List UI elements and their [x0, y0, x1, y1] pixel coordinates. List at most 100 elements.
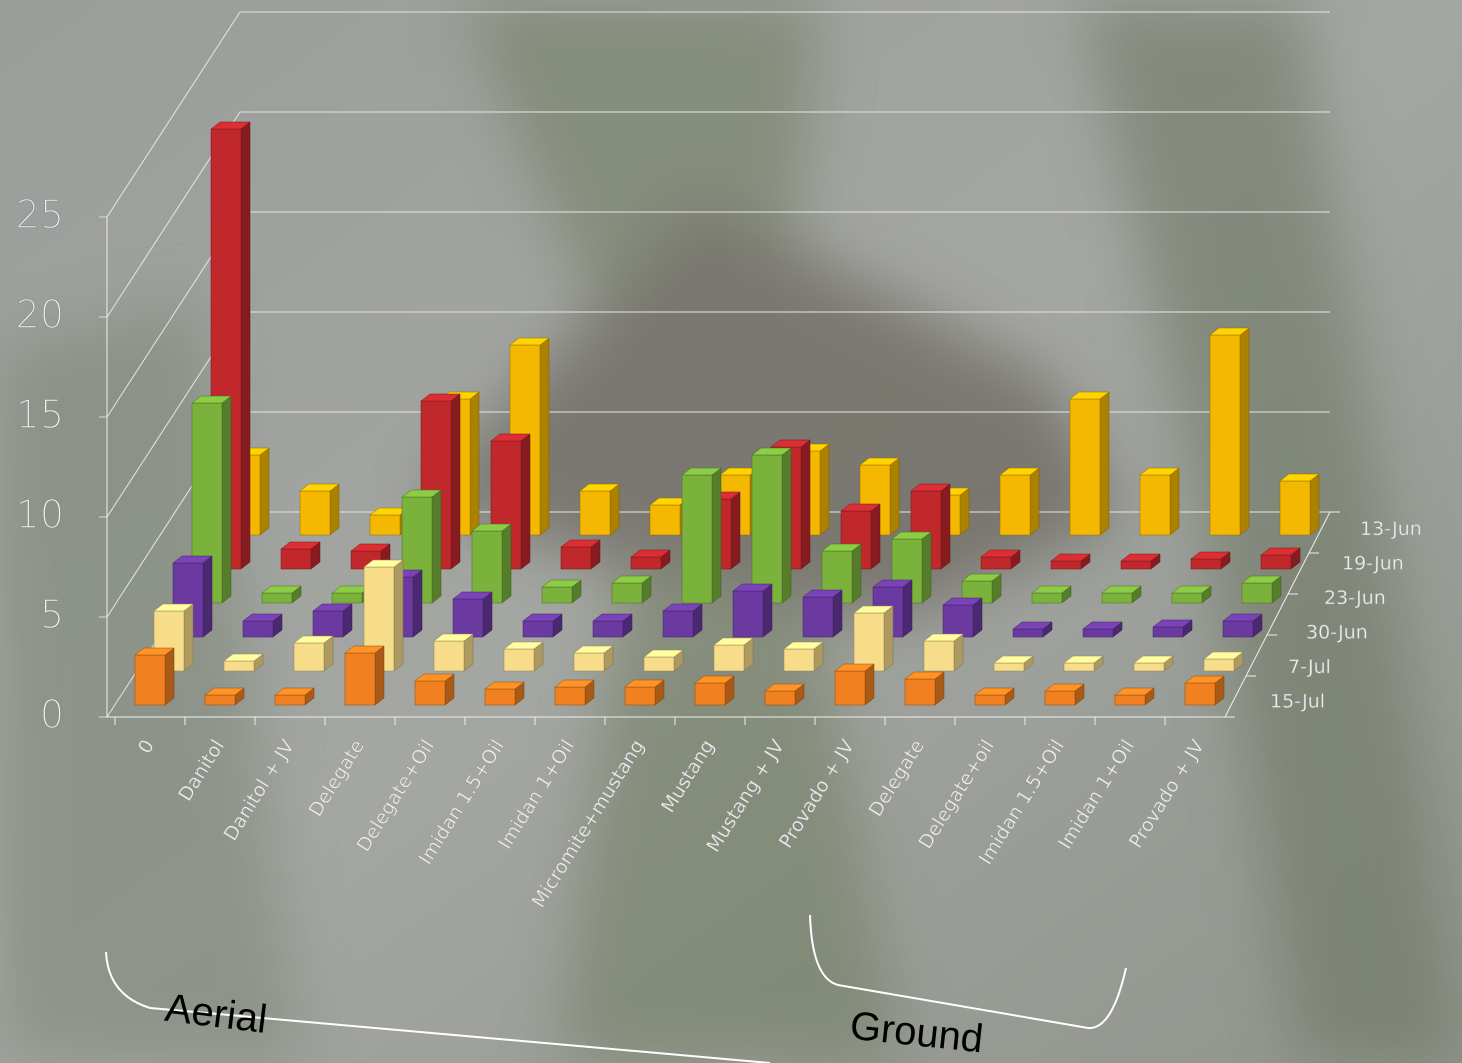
bar-group — [714, 638, 753, 671]
bar — [555, 687, 585, 705]
bar-side — [165, 648, 174, 705]
bar — [300, 491, 330, 535]
bar-side — [451, 394, 460, 569]
bar — [332, 593, 362, 603]
bar — [275, 695, 305, 705]
bar-side — [1170, 468, 1179, 535]
bar-side — [502, 524, 511, 603]
bar-group — [765, 684, 804, 705]
bar — [854, 613, 884, 671]
bar-group — [905, 672, 944, 705]
bar-group — [1032, 586, 1071, 603]
bar-group — [542, 580, 581, 603]
bar-group — [612, 576, 651, 603]
bar-group — [593, 614, 632, 637]
legend-label: 19-Jun — [1342, 553, 1404, 575]
bar-group — [803, 590, 842, 637]
bar-side — [1100, 392, 1109, 535]
bar-group — [1204, 652, 1243, 671]
bar-group — [695, 676, 734, 705]
bar-group — [631, 550, 670, 569]
bar-group — [453, 592, 492, 637]
bar-side — [890, 458, 899, 535]
bar — [695, 683, 725, 705]
bar — [612, 583, 642, 603]
bar — [580, 491, 610, 535]
y-tick-label: 0 — [40, 693, 64, 737]
bar-group — [345, 646, 384, 705]
bar-side — [222, 396, 231, 603]
bar-side — [1310, 474, 1319, 535]
chart: 051015202513-Jun19-Jun23-Jun30-Jun7-Jul1… — [0, 0, 1462, 1063]
y-tick-label: 20 — [16, 293, 64, 337]
bar — [135, 655, 165, 705]
bar — [561, 547, 591, 569]
bar-group — [1191, 552, 1230, 569]
bar-group — [504, 642, 543, 671]
bar-group — [943, 598, 982, 637]
bar-side — [922, 532, 931, 603]
bar-group — [205, 688, 244, 705]
bar — [924, 641, 954, 671]
bar-group — [1115, 688, 1154, 705]
bar — [631, 557, 661, 569]
bar — [1070, 399, 1100, 535]
bar-group — [294, 636, 333, 671]
y-tick-label: 10 — [16, 493, 64, 537]
bar — [485, 689, 515, 705]
bar — [644, 657, 674, 671]
bar — [574, 653, 604, 671]
bar-group — [784, 642, 823, 671]
bar — [1153, 627, 1183, 637]
bar-side — [763, 584, 772, 637]
bar — [1242, 583, 1272, 603]
bar-group — [135, 648, 174, 705]
bar-group — [1064, 656, 1103, 671]
bar-side — [375, 646, 384, 705]
bar — [205, 695, 235, 705]
legend-label: 30-Jun — [1306, 622, 1368, 644]
bar-side — [184, 604, 193, 671]
legend-label: 13-Jun — [1360, 518, 1422, 540]
bar-group — [1121, 554, 1160, 569]
bar-group — [1083, 622, 1122, 637]
bar-group — [1045, 684, 1084, 705]
bar-group — [1223, 614, 1262, 637]
bar — [453, 599, 483, 637]
bar — [281, 549, 311, 569]
bar-side — [203, 556, 212, 637]
bar — [1280, 481, 1310, 535]
bar — [1185, 683, 1215, 705]
bar-group — [313, 604, 352, 637]
bar-group — [580, 484, 619, 535]
bar-group — [1070, 392, 1109, 535]
bar-side — [820, 444, 829, 535]
bar — [294, 643, 324, 671]
y-tick-label: 25 — [16, 193, 64, 237]
bar-group — [281, 542, 320, 569]
bar-group — [224, 654, 263, 671]
bar — [733, 591, 763, 637]
bar-group — [981, 550, 1020, 569]
bar-group — [1280, 474, 1319, 535]
bar-side — [782, 448, 791, 603]
bar — [975, 695, 1005, 705]
bar — [1083, 629, 1113, 637]
bar — [943, 605, 973, 637]
bar-group — [682, 468, 721, 603]
bar-side — [941, 484, 950, 569]
bar-group — [1210, 328, 1249, 535]
legend-label: 23-Jun — [1324, 587, 1386, 609]
bar — [765, 691, 795, 705]
bar-group — [975, 688, 1014, 705]
bar-group — [1261, 548, 1300, 569]
bar — [1261, 555, 1291, 569]
bar-group — [262, 586, 301, 603]
bar-group — [1172, 586, 1211, 603]
bar-group — [243, 614, 282, 637]
bar — [1140, 475, 1170, 535]
bar-group — [523, 614, 562, 637]
bar-group — [625, 680, 664, 705]
bar-side — [884, 606, 893, 671]
bar-group — [555, 680, 594, 705]
